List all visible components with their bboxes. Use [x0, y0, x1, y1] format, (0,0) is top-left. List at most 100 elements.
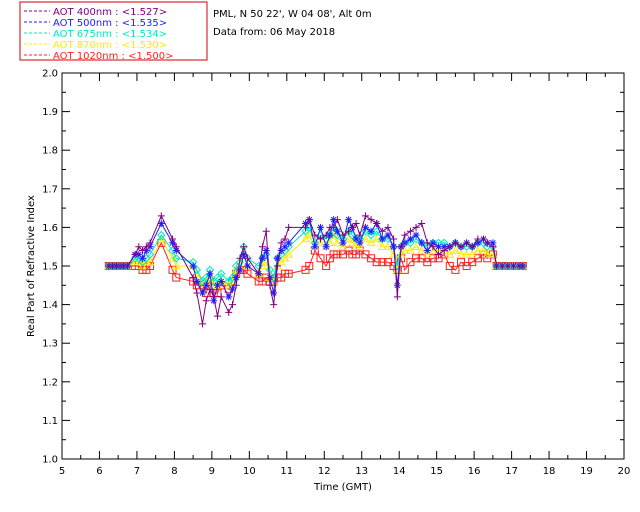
data-point-plus — [440, 247, 448, 255]
x-tick-label: 11 — [280, 466, 293, 477]
data-point-plus — [480, 235, 487, 243]
data-point-plus — [519, 262, 527, 270]
data-point-square — [412, 254, 421, 263]
x-tick-label: 14 — [393, 466, 406, 477]
data-point-square — [428, 254, 437, 263]
data-point-plus — [277, 239, 285, 247]
data-point-asterisk — [333, 227, 341, 235]
data-point-triangle — [205, 273, 215, 281]
data-point-triangle — [366, 238, 376, 247]
data-point-asterisk — [135, 250, 143, 258]
y-tick-label: 1.8 — [42, 146, 58, 157]
data-point-triangle — [400, 246, 410, 254]
data-point-asterisk — [322, 243, 330, 251]
data-point-asterisk — [262, 247, 270, 255]
data-point-plus — [330, 223, 338, 231]
data-point-plus — [384, 223, 392, 231]
data-point-triangle — [372, 234, 382, 243]
data-point-plus — [333, 216, 341, 224]
data-point-plus — [199, 320, 206, 328]
y-tick-label: 1.6 — [42, 223, 58, 234]
x-tick-label: 10 — [243, 466, 256, 477]
data-point-plus — [139, 247, 147, 255]
data-point-square — [400, 265, 409, 274]
data-point-asterisk — [384, 231, 392, 239]
legend: AOT 400nm : <1.527>AOT 500nm : <1.535>AO… — [24, 7, 173, 62]
x-tick-label: 13 — [355, 466, 368, 477]
data-point-plus — [210, 293, 218, 301]
data-point-plus — [146, 239, 154, 247]
x-tick-label: 9 — [209, 466, 215, 477]
data-point-triangle — [445, 249, 455, 258]
data-point-plus — [322, 231, 330, 239]
data-point-plus — [489, 243, 497, 251]
y-tick-label: 1.4 — [42, 300, 58, 311]
data-point-asterisk — [367, 227, 375, 235]
legend-entry: AOT 1020nm : <1.500> — [53, 51, 173, 62]
data-point-plus — [451, 239, 459, 247]
data-point-plus — [225, 308, 233, 316]
data-point-plus — [390, 235, 398, 243]
series-line — [108, 214, 523, 324]
data-point-triangle — [482, 249, 492, 258]
data-point-plus — [317, 235, 325, 243]
data-point-triangle — [301, 234, 310, 243]
data-point-asterisk — [199, 289, 206, 297]
data-point-triangle — [280, 253, 290, 262]
data-point-plus — [397, 243, 405, 251]
data-point-triangle — [276, 257, 286, 266]
data-point-plus — [483, 239, 491, 247]
y-tick-label: 1.3 — [42, 339, 58, 350]
x-tick-label: 20 — [618, 466, 631, 477]
y-axis: 1.0 1.1 1.2 1.3 1.4 1.5 1.6 1.7 1.8 1.9 2.0 — [42, 69, 624, 466]
data-point-plus — [401, 231, 409, 239]
data-point-triangle — [479, 246, 488, 254]
data-point-triangle — [224, 280, 234, 289]
data-point-asterisk — [258, 254, 266, 262]
data-point-plus — [258, 243, 266, 251]
data-point-diamond — [217, 269, 226, 278]
x-tick-label: 7 — [134, 466, 140, 477]
data-point-triangle — [338, 242, 348, 250]
data-point-asterisk — [225, 293, 233, 301]
data-point-triangle — [134, 257, 144, 266]
data-point-asterisk — [228, 285, 236, 293]
data-point-triangle — [145, 257, 155, 266]
data-point-triangle — [411, 242, 421, 250]
data-point-asterisk — [435, 243, 443, 251]
data-point-asterisk — [189, 262, 197, 270]
x-tick-label: 12 — [318, 466, 331, 477]
data-point-plus — [429, 243, 437, 251]
x-tick-label: 18 — [543, 466, 556, 477]
x-tick-label: 5 — [59, 466, 65, 477]
y-tick-label: 1.1 — [42, 416, 58, 427]
data-point-triangle — [138, 261, 147, 270]
legend-entry: AOT 870nm : <1.530> — [53, 40, 167, 51]
data-point-plus — [157, 212, 165, 220]
data-point-triangle — [406, 246, 415, 254]
data-point-triangle — [456, 249, 466, 258]
data-point-plus — [435, 250, 443, 258]
data-point-asterisk — [390, 243, 398, 251]
data-point-square — [372, 258, 381, 267]
data-point-asterisk — [210, 297, 218, 305]
site-location-text: PML, N 50 22', W 04 08', Alt 0m — [213, 9, 372, 20]
data-point-triangle — [428, 246, 438, 254]
data-point-triangle — [467, 249, 477, 258]
data-point-asterisk — [474, 239, 482, 247]
data-point-diamond — [265, 265, 275, 275]
data-point-square — [322, 262, 331, 270]
data-point-asterisk — [440, 243, 448, 251]
data-point-plus — [193, 289, 201, 297]
data-point-triangle — [462, 249, 471, 258]
data-point-plus — [457, 243, 465, 251]
data-point-asterisk — [146, 243, 154, 251]
data-point-plus — [311, 231, 319, 239]
data-point-plus — [352, 220, 360, 228]
data-point-triangle — [422, 249, 432, 258]
data-point-asterisk — [270, 289, 278, 297]
data-point-plus — [206, 285, 214, 293]
data-point-triangle — [344, 234, 353, 243]
data-point-asterisk — [142, 247, 150, 255]
data-point-triangle — [168, 253, 177, 262]
